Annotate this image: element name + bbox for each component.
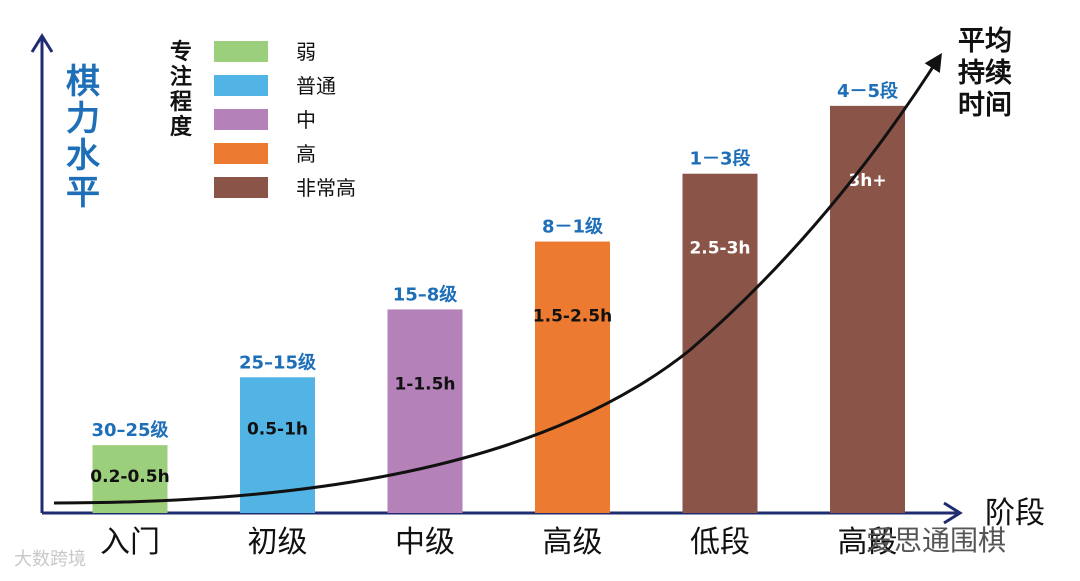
legend-label-0: 弱 [296, 40, 316, 64]
bar-5 [830, 105, 905, 513]
bar-level-label-1: 25–15级 [239, 351, 317, 373]
x-tick-label-2: 中级 [395, 525, 455, 560]
x-tick-label-4: 低段 [690, 525, 750, 560]
y-axis-arrowhead [30, 33, 54, 53]
bar-level-label-2: 15–8级 [393, 283, 459, 305]
bar-duration-label-4: 2.5-3h [689, 239, 750, 259]
legend-label-2: 中 [296, 108, 316, 132]
bar-3 [535, 241, 610, 514]
bar-duration-label-5: 3h+ [848, 171, 886, 191]
y-axis-label: 棋力水平 [66, 62, 100, 213]
bar-level-label-4: 1－3段 [689, 148, 751, 170]
trend-curve [53, 52, 942, 505]
watermark-bottom-left: 大数跨境 [14, 549, 86, 570]
legend-swatch-0 [214, 41, 268, 62]
bar-2 [387, 309, 463, 513]
bars: 30–25级 0.2-0.5h 25–15级 0.5-1h 15–8级 1-1.5h 8－1… [90, 80, 905, 514]
bar-duration-label-2: 1-1.5h [394, 374, 455, 394]
legend-title: 专注程度 [170, 40, 193, 140]
bar-duration-label-0: 0.2-0.5h [90, 467, 169, 487]
x-tick-label-1: 初级 [248, 525, 308, 560]
legend-label-1: 普通 [296, 74, 336, 98]
legend-swatch-3 [214, 143, 268, 164]
x-tick-label-3: 高级 [543, 525, 603, 560]
legend-label-4: 非常高 [296, 176, 356, 200]
watermark-bottom-right: 爱思通围棋 [866, 524, 1007, 557]
bar-level-label-5: 4－5段 [837, 80, 899, 102]
axes [30, 33, 963, 525]
x-axis-label: 阶段 [985, 496, 1045, 531]
bar-level-label-3: 8－1级 [542, 216, 604, 238]
bar-duration-label-1: 0.5-1h [247, 419, 308, 439]
x-tick-label-0: 入门 [100, 525, 160, 560]
x-tick-label-5: 高段 [838, 525, 898, 560]
bar-level-label-0: 30–25级 [91, 419, 169, 441]
legend-swatch-2 [214, 109, 268, 130]
legend-label-3: 高 [296, 142, 316, 166]
legend-swatch-4 [214, 177, 268, 198]
bar-4 [682, 173, 758, 513]
chart-title: 平均持续时间 [958, 26, 1012, 121]
x-axis-arrowhead [943, 501, 963, 525]
x-tick-labels: 入门 初级 中级 高级 低段 高段 [100, 525, 898, 560]
bar-duration-label-3: 1.5-2.5h [533, 307, 612, 327]
legend-swatch-1 [214, 75, 268, 96]
